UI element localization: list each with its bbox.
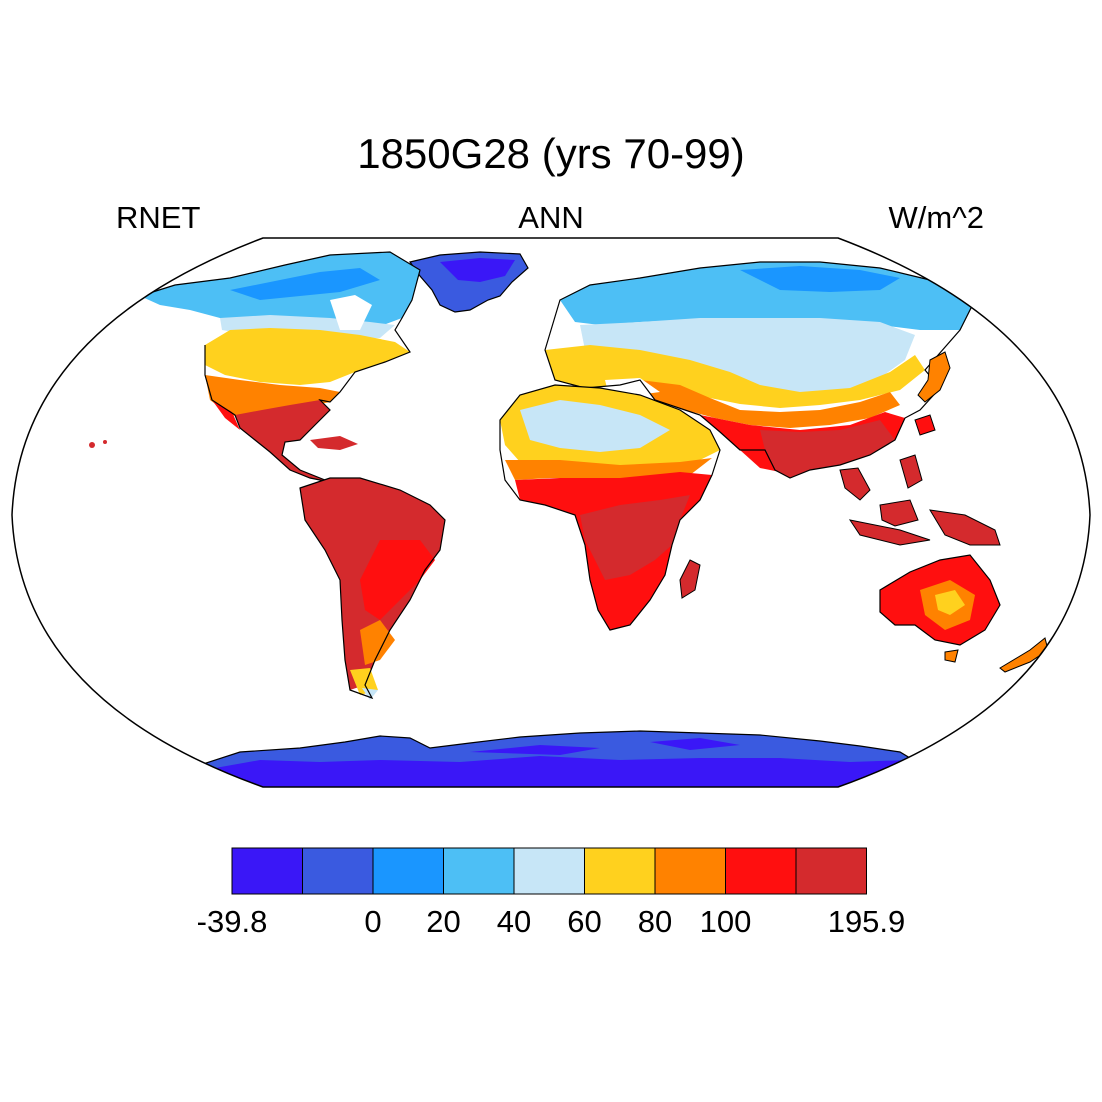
greenland-region [408, 251, 529, 313]
eurasia-region [544, 261, 976, 479]
colorbar-tick-label: 195.9 [828, 904, 906, 939]
colorbar-box [725, 847, 797, 895]
southeast-asia-region [839, 414, 1001, 546]
colorbar-tick-label: 80 [638, 904, 672, 939]
colorbar-tick-label: 20 [426, 904, 460, 939]
globe-outline [11, 237, 1091, 788]
colorbar-tick-label: -39.8 [197, 904, 268, 939]
colorbar-box [443, 847, 515, 895]
africa-region [499, 384, 721, 631]
japan-region [917, 351, 951, 403]
colorbar-box [302, 847, 374, 895]
colorbar-tick-label: 40 [497, 904, 531, 939]
units-label: W/m^2 [888, 200, 984, 235]
colorbar-box [513, 847, 585, 895]
colorbar-box [584, 847, 656, 895]
season-label: ANN [518, 200, 584, 235]
north-america-region [139, 251, 421, 483]
australia-region [879, 554, 1001, 663]
map-title: 1850G28 (yrs 70-99) [357, 130, 745, 177]
colorbar-box [795, 847, 867, 895]
colorbar-box [654, 847, 726, 895]
colorbar-tick-label: 60 [567, 904, 601, 939]
colorbar-box [372, 847, 444, 895]
colorbar-tick-label: 0 [364, 904, 381, 939]
map-field [89, 251, 1049, 787]
colorbar-tick-label: 100 [700, 904, 752, 939]
antarctica-region [180, 730, 931, 787]
variable-label: RNET [116, 200, 201, 235]
south-america-region [299, 477, 446, 700]
colorbar-box [231, 847, 303, 895]
